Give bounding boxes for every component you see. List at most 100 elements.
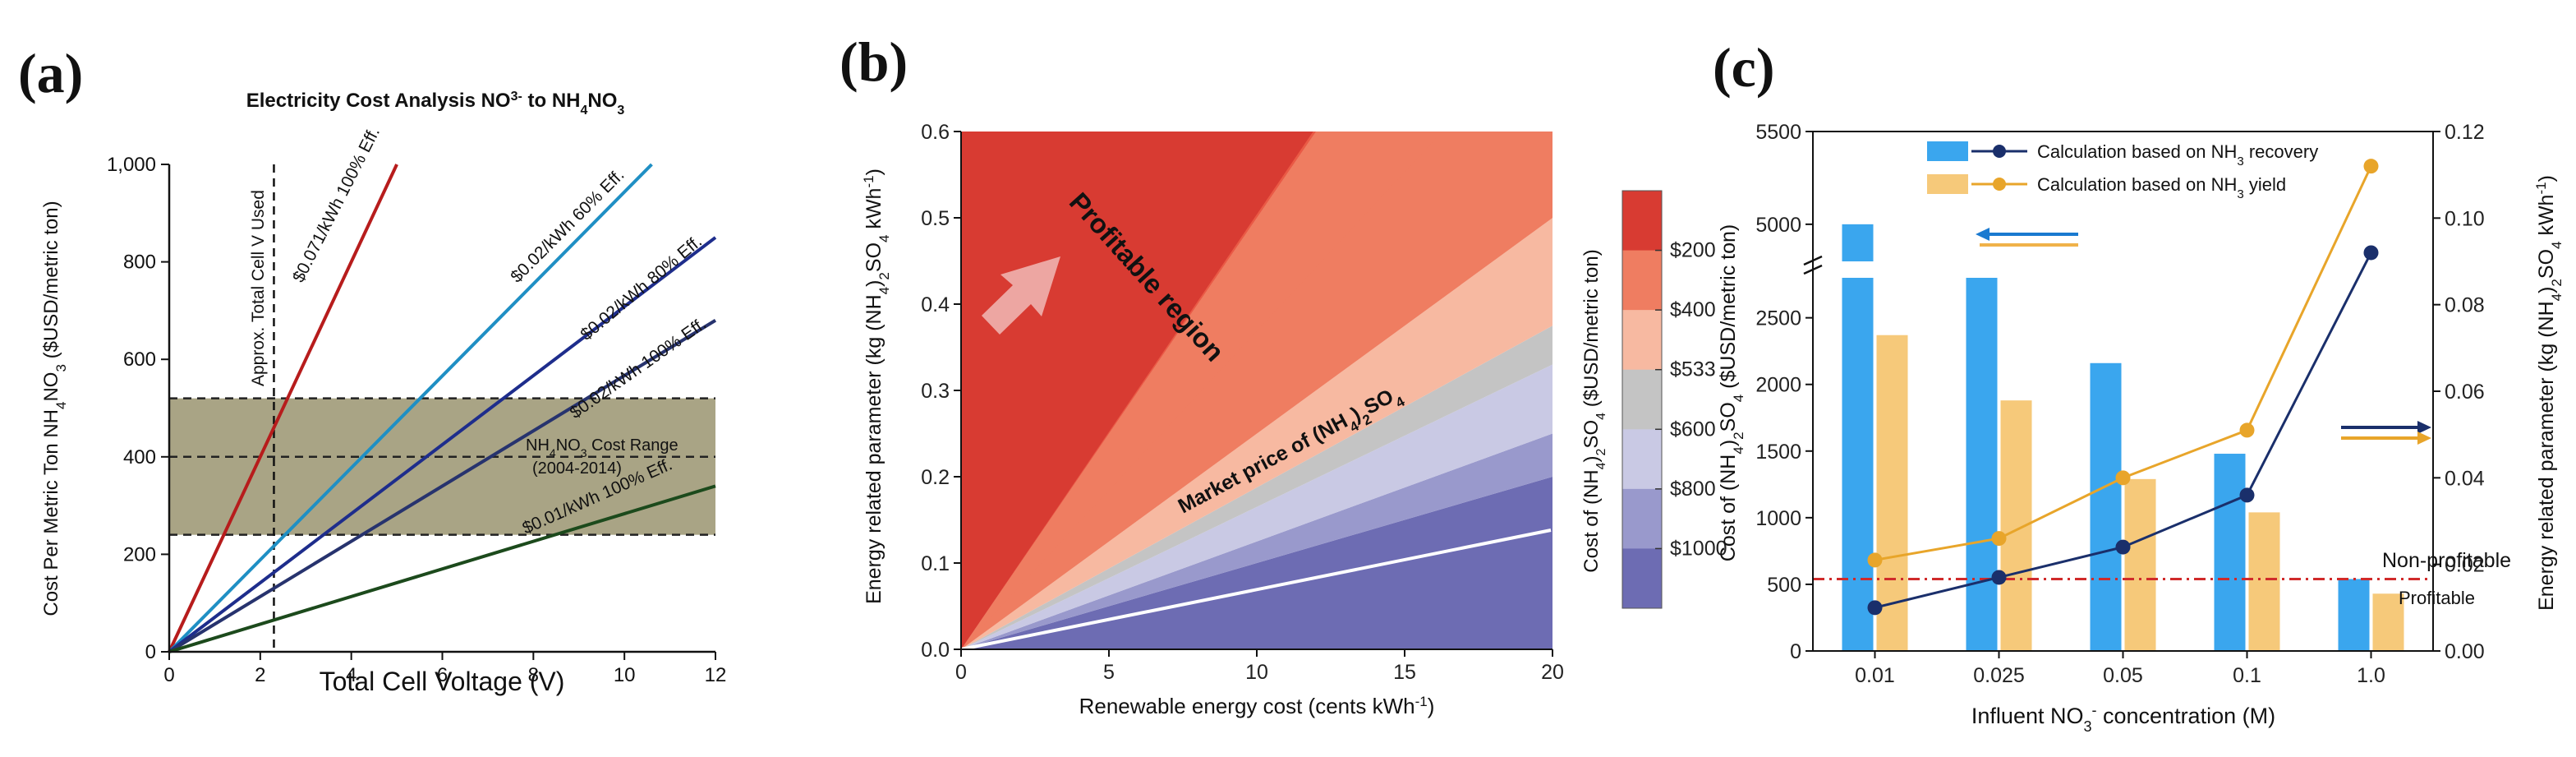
left-tick-label: 5500 bbox=[1755, 121, 1801, 144]
chart-c-right-y-label: Energy related parameter (kg (NH4)2SO4 k… bbox=[2533, 175, 2564, 611]
line-point-0-1 bbox=[1991, 570, 2007, 585]
line-series-1 bbox=[1874, 165, 2372, 561]
colorbar-segment-6 bbox=[1622, 548, 1662, 609]
left-tick-label: 0 bbox=[1790, 640, 1801, 663]
chart-b-regions bbox=[961, 132, 1552, 649]
cost-range-band bbox=[169, 398, 715, 535]
colorbar-tick-label: $533 bbox=[1670, 358, 1716, 381]
right-tick-label: 0.06 bbox=[2445, 381, 2485, 404]
x-tick-label: 10 bbox=[614, 664, 636, 686]
bar-1-2 bbox=[2124, 478, 2156, 651]
series-line-002-80 bbox=[168, 236, 717, 653]
colorbar-tick-label: $600 bbox=[1670, 418, 1716, 441]
chart-c-bars bbox=[1842, 224, 2404, 651]
x-tick-label: 10 bbox=[1245, 661, 1268, 684]
chart-a-y-ticks: 0 200 400 600 800 1,000 bbox=[107, 154, 169, 663]
bar-0-1 bbox=[1966, 278, 1998, 651]
panel-c-chart: Non-profitable Profitable 0.01 0.025 0.05 0… bbox=[1717, 121, 2564, 735]
bar-0-0-upper bbox=[1842, 224, 1874, 261]
chart-c-lines bbox=[1867, 159, 2379, 616]
left-tick-label: 1500 bbox=[1755, 441, 1801, 464]
chart-c-y-ticks-right: 0.00 0.02 0.04 0.06 0.08 0.10 0.12 bbox=[2433, 121, 2485, 663]
right-axis-arrowhead-navy bbox=[2417, 421, 2431, 434]
profitable-label: Profitable bbox=[2399, 588, 2475, 608]
y-tick-label: 0.0 bbox=[921, 639, 950, 662]
legend-yield-bar bbox=[1927, 174, 1968, 194]
colorbar-ticks: $200 $400 $533 $600 $800 $1000 bbox=[1655, 239, 1727, 560]
y-tick-label: 0 bbox=[145, 641, 156, 663]
x-tick-label: 0 bbox=[955, 661, 967, 684]
cost-range-label: NH4NO3 Cost Range bbox=[526, 436, 678, 459]
bar-0-0 bbox=[1842, 278, 1874, 651]
legend-yield-marker bbox=[1993, 178, 2006, 191]
x-tick-label: 15 bbox=[1393, 661, 1416, 684]
panel-b-chart: Profitable region Market price of (NH4)2… bbox=[861, 121, 1727, 719]
left-tick-label: 1000 bbox=[1755, 507, 1801, 530]
label-0071-100: $0.071/kWh 100% Eff. bbox=[289, 124, 384, 285]
x-tick-label: 0.025 bbox=[1973, 664, 2025, 687]
series-line-002-100 bbox=[168, 319, 717, 653]
panel-label-c: (c) bbox=[1713, 36, 1774, 99]
right-tick-label: 0.12 bbox=[2445, 121, 2485, 144]
legend-recovery-label: Calculation based on NH3 recovery bbox=[2037, 141, 2318, 168]
bar-0-4 bbox=[2338, 579, 2370, 651]
cost-range-years: (2004-2014) bbox=[532, 459, 622, 478]
colorbar-frame bbox=[1622, 190, 1663, 609]
left-tick-label: 2000 bbox=[1755, 374, 1801, 397]
chart-c-left-y-label: Cost of (NH4)2SO4 ($USD/metric ton) bbox=[1717, 224, 1746, 561]
right-axis-arrowhead-orange bbox=[2417, 432, 2431, 445]
legend-yield-label: Calculation based on NH3 yield bbox=[2037, 174, 2286, 201]
region-band-upper bbox=[961, 132, 1316, 649]
colorbar-tick-label: $1000 bbox=[1670, 537, 1727, 560]
colorbar-tick-label: $800 bbox=[1670, 478, 1716, 501]
x-tick-label: 8 bbox=[528, 664, 539, 686]
right-tick-label: 0.10 bbox=[2445, 207, 2485, 230]
y-tick-label: 0.6 bbox=[921, 121, 950, 144]
bar-0-2 bbox=[2090, 362, 2122, 651]
chart-b-y-ticks: 0.0 0.1 0.2 0.3 0.4 0.5 0.6 bbox=[921, 121, 961, 662]
line-point-1-4 bbox=[2363, 159, 2379, 174]
y-tick-label: 400 bbox=[123, 446, 156, 469]
y-tick-label: 0.4 bbox=[921, 293, 950, 316]
chart-a-x-ticks: 0 2 4 6 8 10 12 bbox=[163, 652, 726, 686]
legend-recovery-bar bbox=[1927, 141, 1968, 161]
y-tick-label: 0.2 bbox=[921, 466, 950, 489]
y-tick-label: 0.5 bbox=[921, 207, 950, 230]
chart-b-x-label: Renewable energy cost (cents kWh-1) bbox=[1079, 694, 1435, 719]
colorbar-segment-5 bbox=[1622, 488, 1662, 549]
series-line-0071-100 bbox=[168, 164, 398, 653]
chart-b-x-ticks: 0 5 10 15 20 bbox=[955, 649, 1564, 684]
x-tick-label: 2 bbox=[255, 664, 265, 686]
chart-a-y-label: Cost Per Metric Ton NH4NO3 ($USD/metric … bbox=[40, 201, 69, 616]
x-tick-label: 6 bbox=[437, 664, 448, 686]
panel-a-chart: Electricity Cost Analysis NO3- to NH4NO3… bbox=[40, 90, 726, 697]
left-tick-label: 500 bbox=[1767, 574, 1801, 597]
left-tick-label: 2500 bbox=[1755, 307, 1801, 330]
panel-label-a: (a) bbox=[18, 42, 83, 104]
chart-c-y-ticks-left: 0 500 1000 1500 2000 2500 5000 5500 bbox=[1755, 121, 1813, 663]
x-tick-label: 0.01 bbox=[1855, 664, 1895, 687]
chart-a-x-label: Total Cell Voltage (V) bbox=[320, 667, 565, 696]
x-tick-label: 5 bbox=[1103, 661, 1115, 684]
x-tick-label: 20 bbox=[1541, 661, 1564, 684]
bar-1-4 bbox=[2372, 593, 2404, 651]
right-tick-label: 0.02 bbox=[2445, 554, 2485, 577]
colorbar-tick-label: $400 bbox=[1670, 298, 1716, 321]
colorbar-segment-4 bbox=[1622, 429, 1662, 490]
y-tick-label: 1,000 bbox=[107, 154, 156, 176]
x-tick-label: 0.05 bbox=[2103, 664, 2143, 687]
legend-recovery-marker bbox=[1993, 145, 2006, 158]
bar-0-3 bbox=[2214, 454, 2246, 651]
x-tick-label: 1.0 bbox=[2357, 664, 2385, 687]
colorbar-tick-label: $200 bbox=[1670, 239, 1716, 262]
chart-b-y-label: Energy related parameter (kg (NH4)2SO4 k… bbox=[861, 168, 892, 604]
y-tick-label: 0.3 bbox=[921, 380, 950, 403]
y-tick-label: 800 bbox=[123, 252, 156, 274]
y-tick-label: 0.1 bbox=[921, 552, 950, 575]
line-point-0-3 bbox=[2239, 487, 2255, 503]
colorbar-label: Cost of (NH4)2SO4 ($USD/metric ton) bbox=[1580, 249, 1608, 572]
region-band-400 bbox=[961, 132, 1552, 649]
x-tick-label: 0.1 bbox=[2233, 664, 2261, 687]
colorbar-segment-2 bbox=[1622, 310, 1662, 371]
line-point-1-1 bbox=[1991, 531, 2007, 547]
